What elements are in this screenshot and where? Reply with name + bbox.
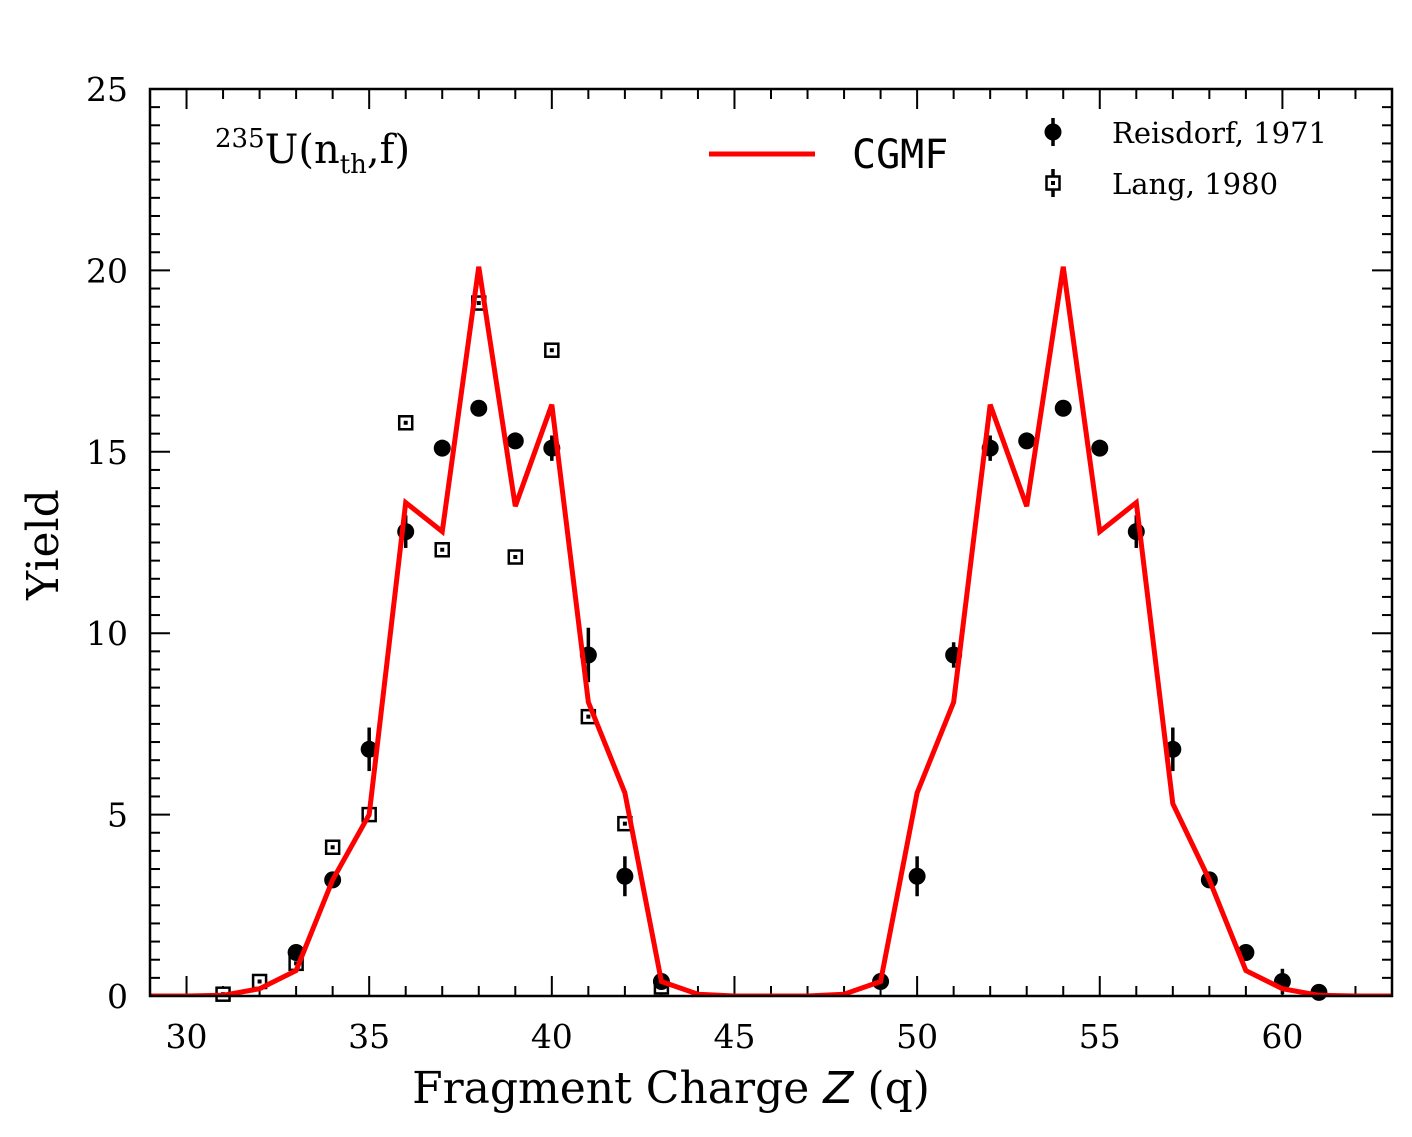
lang-point-dot [330, 845, 335, 850]
reaction-annotation: 235U(nth,f) [215, 124, 410, 180]
reisdorf-point [433, 439, 451, 457]
y-tick-label: 10 [86, 614, 128, 653]
lang-point [507, 549, 524, 565]
axis-ticks [149, 88, 1393, 997]
lang-point-dot [403, 420, 408, 425]
y-axis-label: Yield [18, 489, 69, 601]
x-axis-label-italic: Z [822, 1063, 854, 1114]
reisdorf-point [908, 867, 926, 885]
lang-point [544, 342, 560, 358]
reisdorf-point [1018, 432, 1036, 450]
legend-square-dot [1051, 181, 1055, 185]
x-tick-label: 60 [1261, 1017, 1303, 1056]
y-tick-label: 5 [107, 796, 128, 835]
lang-point-dot [622, 821, 627, 826]
legend-lang-label: Lang, 1980 [1112, 167, 1278, 201]
x-axis-label-main: Fragment Charge [412, 1063, 823, 1114]
y-tick-label: 0 [107, 977, 128, 1016]
legend-circle [1044, 123, 1062, 141]
reisdorf-point [1054, 399, 1072, 417]
annotation-subscript: th [340, 150, 367, 180]
reisdorf-point [1091, 439, 1109, 457]
lang-point [324, 839, 341, 856]
x-tick-label: 40 [531, 1017, 573, 1056]
tick-labels: 30 35 40 45 50 55 60 0 5 10 15 20 25 [86, 70, 1303, 1056]
legend-reisdorf-label: Reisdorf, 1971 [1112, 116, 1327, 150]
y-tick-label: 25 [86, 70, 128, 109]
annotation-suffix: ,f) [367, 127, 410, 173]
lang-point-dot [549, 348, 554, 353]
x-axis-label: Fragment Charge Z (q) [412, 1063, 930, 1114]
legend-reisdorf-marker [1044, 118, 1062, 146]
x-tick-label: 35 [348, 1017, 390, 1056]
annotation-superscript: 235 [215, 124, 265, 154]
reisdorf-point [506, 432, 524, 450]
lang-point [397, 415, 414, 431]
x-axis-label-unit: (q) [853, 1063, 929, 1114]
series-layer [150, 266, 1392, 1002]
reisdorf-series [287, 399, 1328, 1001]
x-tick-label: 50 [896, 1017, 938, 1056]
lang-point [434, 542, 450, 558]
x-tick-label: 45 [713, 1017, 755, 1056]
annotation-main: U(n [265, 127, 340, 173]
legend-lang-marker [1045, 169, 1061, 197]
lang-point-dot [513, 555, 518, 560]
lang-series [215, 295, 670, 1002]
lang-point-dot [294, 961, 299, 966]
legend-square [1045, 175, 1061, 191]
reisdorf-point [470, 399, 488, 417]
lang-point-dot [440, 547, 445, 552]
cgmf-line [150, 266, 1392, 996]
reisdorf-point [360, 740, 378, 758]
plot-frame [148, 87, 1394, 998]
lang-point-dot [586, 714, 591, 719]
y-tick-label: 15 [86, 433, 128, 472]
x-tick-label: 55 [1079, 1017, 1121, 1056]
y-tick-label: 20 [86, 251, 128, 290]
legend: CGMF Reisdorf, 1971 Lang, 1980 [709, 116, 1327, 201]
legend-cgmf-label: CGMF [852, 132, 948, 178]
lang-point-dot [257, 979, 262, 984]
reisdorf-point [616, 867, 634, 885]
x-tick-label: 30 [166, 1017, 208, 1056]
lang-point-dot [476, 301, 481, 306]
